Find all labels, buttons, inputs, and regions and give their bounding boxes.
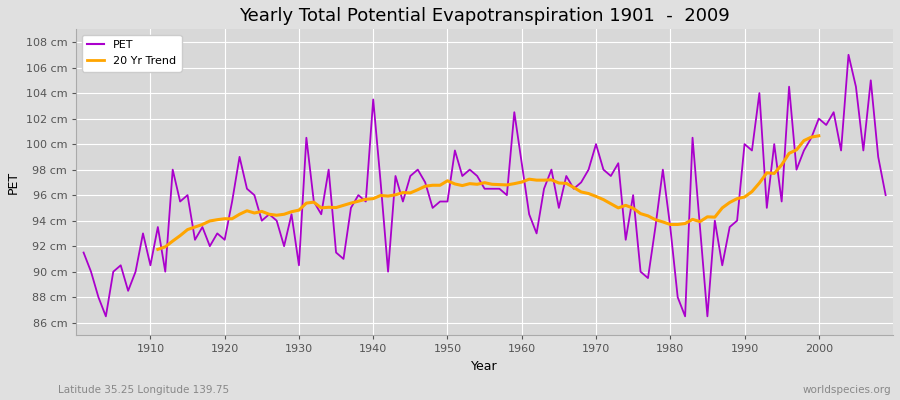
Text: Latitude 35.25 Longitude 139.75: Latitude 35.25 Longitude 139.75 bbox=[58, 385, 230, 395]
Legend: PET, 20 Yr Trend: PET, 20 Yr Trend bbox=[82, 35, 182, 72]
Title: Yearly Total Potential Evapotranspiration 1901  -  2009: Yearly Total Potential Evapotranspiratio… bbox=[239, 7, 730, 25]
Text: worldspecies.org: worldspecies.org bbox=[803, 385, 891, 395]
X-axis label: Year: Year bbox=[472, 360, 498, 373]
Y-axis label: PET: PET bbox=[7, 171, 20, 194]
